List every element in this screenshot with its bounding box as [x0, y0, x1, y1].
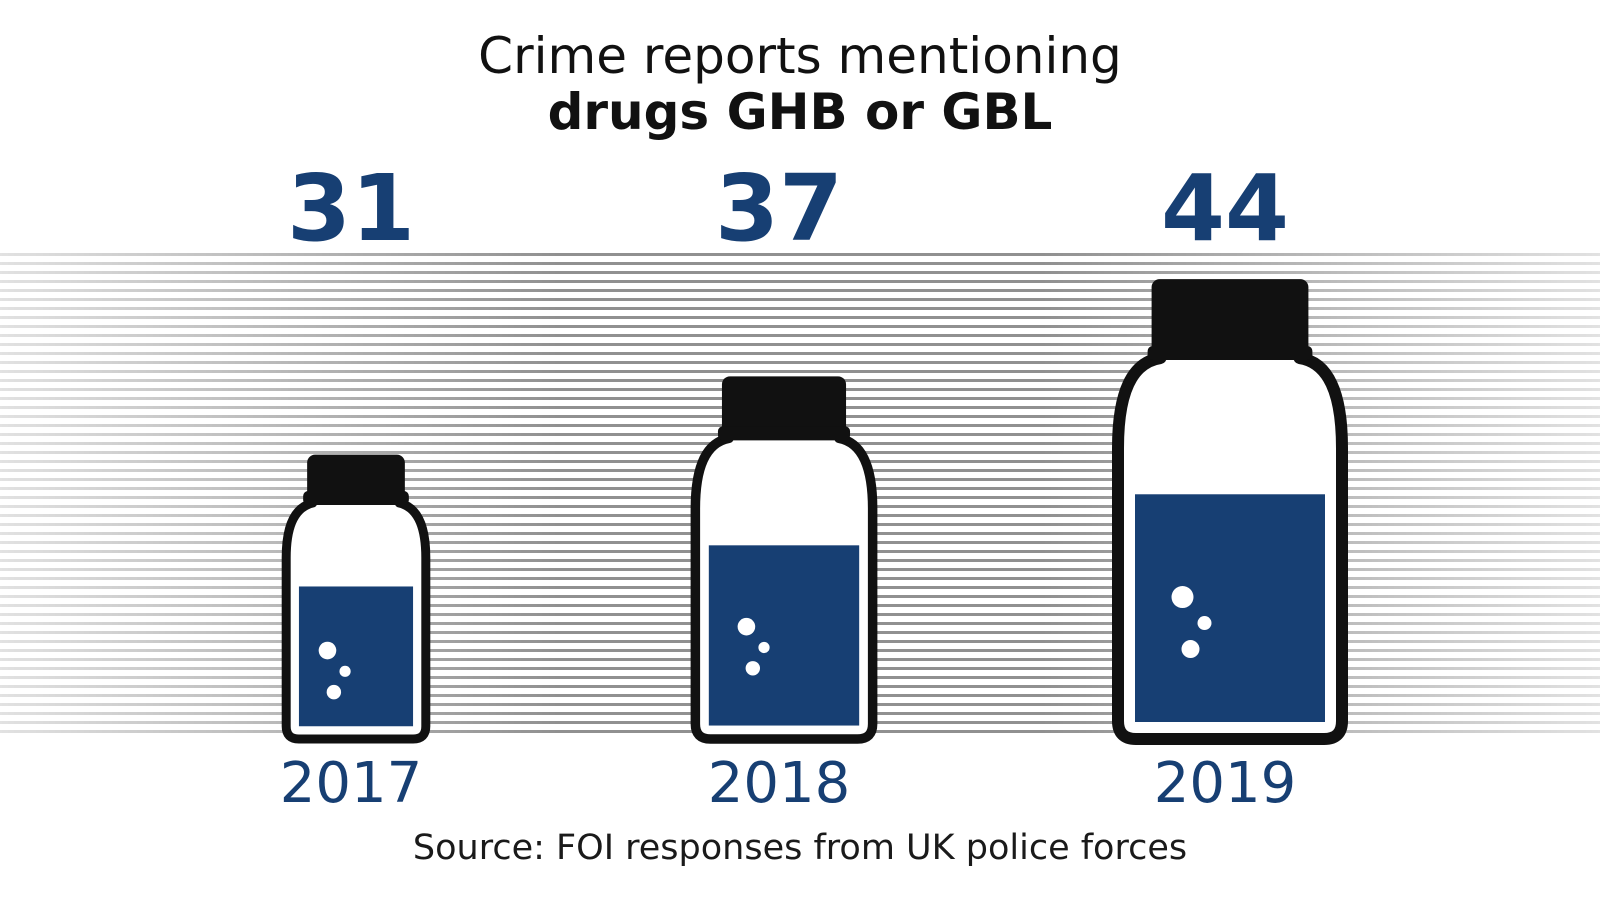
liquid-bar	[1135, 494, 1325, 722]
year-label-2017: 2017	[280, 751, 423, 816]
year-label-2018: 2018	[708, 751, 851, 816]
liquid-bar	[708, 545, 860, 726]
chart-subtitle: drugs GHB or GBL	[547, 83, 1053, 141]
bubble-medium	[1181, 640, 1200, 659]
bubble-large	[1171, 586, 1194, 609]
bubble-small	[1197, 616, 1212, 631]
value-label-2017: 31	[287, 155, 415, 262]
bottle-2019	[1112, 279, 1348, 745]
bubble-large	[318, 641, 337, 660]
bubble-medium	[745, 661, 761, 676]
bubble-medium	[326, 684, 342, 700]
bubble-large	[737, 617, 756, 636]
chart-title: Crime reports mentioning	[478, 27, 1122, 85]
bottle-2017	[281, 454, 431, 744]
bubble-small	[758, 641, 770, 654]
liquid-bar	[298, 586, 414, 727]
bottle-cap-rim	[1147, 346, 1313, 360]
source-note: Source: FOI responses from UK police for…	[412, 828, 1188, 868]
bottle-cap	[1151, 279, 1309, 360]
value-label-2018: 37	[715, 155, 843, 262]
bubble-small	[339, 665, 351, 677]
year-label-2019: 2019	[1154, 751, 1297, 816]
bottle-cap	[721, 376, 847, 441]
bottle-cap-rim	[303, 491, 409, 506]
bottle-cap-rim	[717, 426, 851, 441]
bottle-2018	[690, 376, 878, 744]
value-label-2019: 44	[1161, 155, 1289, 262]
